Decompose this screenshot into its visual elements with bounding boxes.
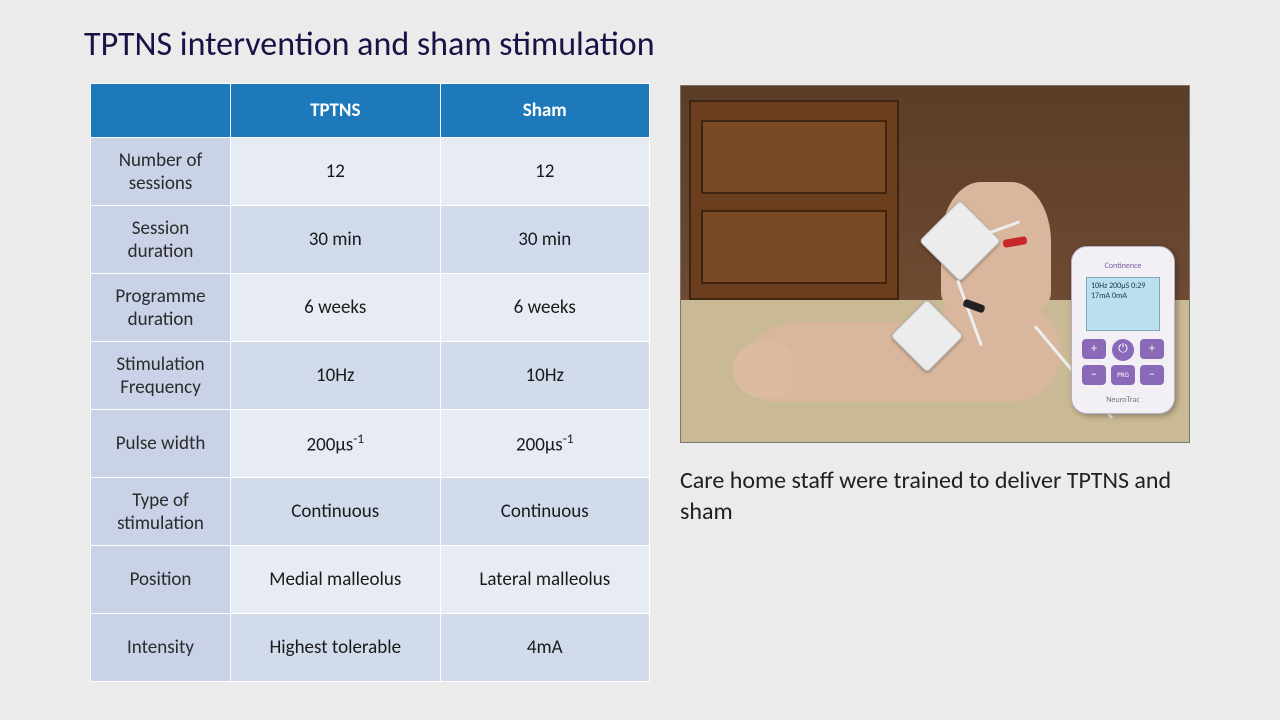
table-row: IntensityHighest tolerable4mA	[91, 614, 650, 682]
table-row: PositionMedial malleolusLateral malleolu…	[91, 546, 650, 614]
cell-tptns: Continuous	[231, 478, 441, 546]
tens-device: Continence 10Hz 200µS 0:29 17mA 0mA + ⏻ …	[1071, 246, 1175, 414]
row-label: Intensity	[91, 614, 231, 682]
comparison-table: TPTNS Sham Number of sessions1212Session…	[90, 83, 650, 682]
cell-tptns: 12	[231, 138, 441, 206]
cell-tptns: 30 min	[231, 206, 441, 274]
device-minus-icon: −	[1140, 365, 1164, 385]
device-plus-icon: +	[1082, 339, 1106, 359]
cell-sham: Continuous	[440, 478, 650, 546]
slide: TPTNS intervention and sham stimulation …	[0, 0, 1280, 720]
cell-sham: 200µs-1	[440, 410, 650, 478]
row-label: Programme duration	[91, 274, 231, 342]
cell-sham: 6 weeks	[440, 274, 650, 342]
device-minus-icon: −	[1082, 365, 1106, 385]
cell-tptns: Medial malleolus	[231, 546, 441, 614]
photo-caption: Care home staff were trained to deliver …	[680, 465, 1190, 527]
table-row: Number of sessions1212	[91, 138, 650, 206]
table-row: Pulse width200µs-1200µs-1	[91, 410, 650, 478]
cell-sham: 12	[440, 138, 650, 206]
row-label: Position	[91, 546, 231, 614]
table-header-row: TPTNS Sham	[91, 84, 650, 138]
table-row: Session duration30 min30 min	[91, 206, 650, 274]
table-row: Programme duration6 weeks6 weeks	[91, 274, 650, 342]
table-row: Stimulation Frequency10Hz10Hz	[91, 342, 650, 410]
content-row: TPTNS Sham Number of sessions1212Session…	[90, 83, 1190, 682]
device-power-icon: ⏻	[1112, 339, 1134, 361]
device-prog-icon: PRG	[1111, 365, 1135, 385]
cell-tptns: Highest tolerable	[231, 614, 441, 682]
cell-sham: Lateral malleolus	[440, 546, 650, 614]
header-sham: Sham	[440, 84, 650, 138]
cell-tptns: 6 weeks	[231, 274, 441, 342]
tptns-photo: Continence 10Hz 200µS 0:29 17mA 0mA + ⏻ …	[680, 85, 1190, 443]
row-label: Stimulation Frequency	[91, 342, 231, 410]
right-column: Continence 10Hz 200µS 0:29 17mA 0mA + ⏻ …	[680, 83, 1190, 527]
row-label: Type of stimulation	[91, 478, 231, 546]
cell-sham: 30 min	[440, 206, 650, 274]
row-label: Pulse width	[91, 410, 231, 478]
cell-tptns: 10Hz	[231, 342, 441, 410]
device-screen: 10Hz 200µS 0:29 17mA 0mA	[1086, 277, 1160, 331]
header-tptns: TPTNS	[231, 84, 441, 138]
device-plus-icon: +	[1140, 339, 1164, 359]
cell-tptns: 200µs-1	[231, 410, 441, 478]
foot-illustration	[741, 182, 1081, 402]
device-brand: NeuroTrac	[1072, 395, 1174, 405]
row-label: Session duration	[91, 206, 231, 274]
header-blank	[91, 84, 231, 138]
table-row: Type of stimulationContinuousContinuous	[91, 478, 650, 546]
row-label: Number of sessions	[91, 138, 231, 206]
slide-title: TPTNS intervention and sham stimulation	[84, 24, 1190, 65]
table-container: TPTNS Sham Number of sessions1212Session…	[90, 83, 650, 682]
table-body: Number of sessions1212Session duration30…	[91, 138, 650, 682]
cell-sham: 4mA	[440, 614, 650, 682]
cell-sham: 10Hz	[440, 342, 650, 410]
device-model-label: Continence	[1072, 261, 1174, 271]
